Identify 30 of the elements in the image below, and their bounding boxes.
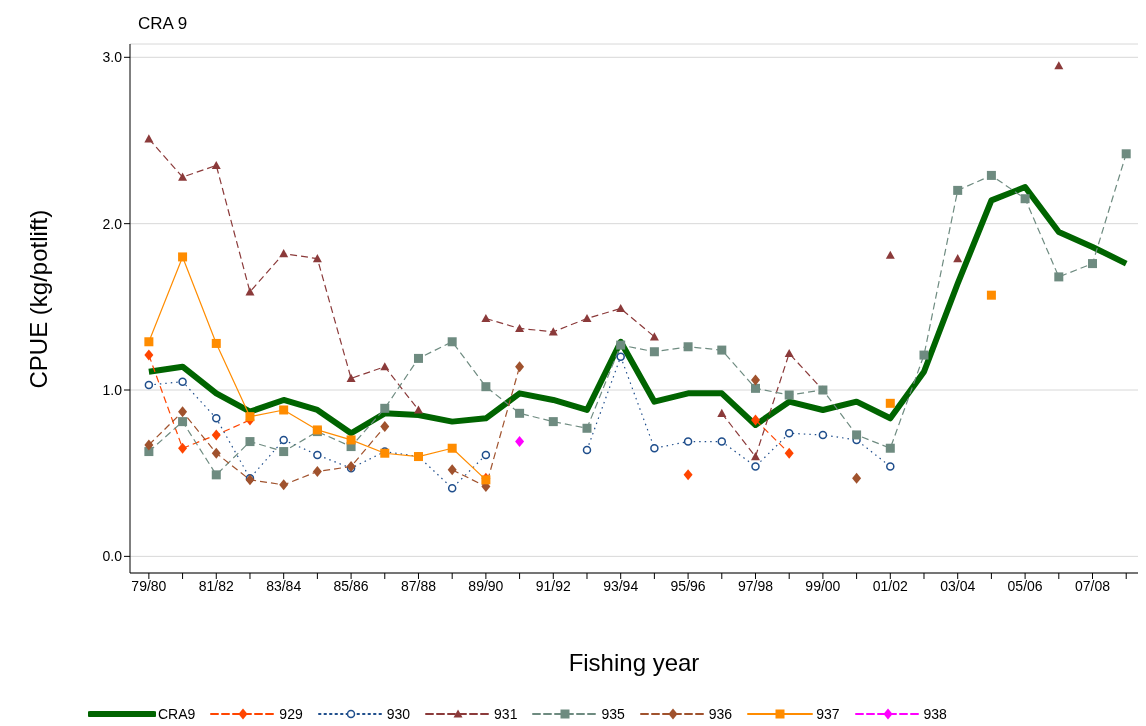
x-tick-label: 07/08 <box>1074 577 1111 594</box>
x-tick-label: 05/06 <box>1007 577 1043 594</box>
legend-label: CRA9 <box>158 706 196 722</box>
x-tick-label: 81/82 <box>198 577 234 594</box>
chart-title: CRA 9 <box>138 14 188 34</box>
x-tick-label: 89/90 <box>468 577 504 594</box>
legend-label: 937 <box>816 706 840 722</box>
x-tick-label: 97/98 <box>737 577 774 594</box>
y-axis-title: CPUE (kg/potlift) <box>24 209 52 389</box>
x-tick-label: 95/96 <box>670 577 706 594</box>
y-tick-label: 2.0 <box>102 215 123 232</box>
x-tick-label: 99/00 <box>805 577 841 594</box>
x-tick-label: 85/86 <box>333 577 369 594</box>
x-tick-label: 83/84 <box>266 577 302 594</box>
x-tick-label: 03/04 <box>940 577 976 594</box>
legend-label: 931 <box>494 706 518 722</box>
x-tick-label: 93/94 <box>603 577 639 594</box>
x-tick-label: 79/80 <box>131 577 167 594</box>
x-tick-label: 87/88 <box>400 577 437 594</box>
legend-label: 929 <box>279 706 303 722</box>
legend-label: 936 <box>708 706 733 722</box>
legend-label: 930 <box>386 706 411 722</box>
x-tick-label: 91/92 <box>535 577 572 594</box>
legend-label: 935 <box>601 706 625 722</box>
y-tick-label: 0.0 <box>102 548 123 565</box>
x-tick-label: 01/02 <box>872 577 909 594</box>
legend-label: 938 <box>923 706 947 722</box>
y-tick-label: 3.0 <box>102 49 123 66</box>
x-axis-title: Fishing year <box>568 649 700 676</box>
y-tick-label: 1.0 <box>102 381 123 398</box>
